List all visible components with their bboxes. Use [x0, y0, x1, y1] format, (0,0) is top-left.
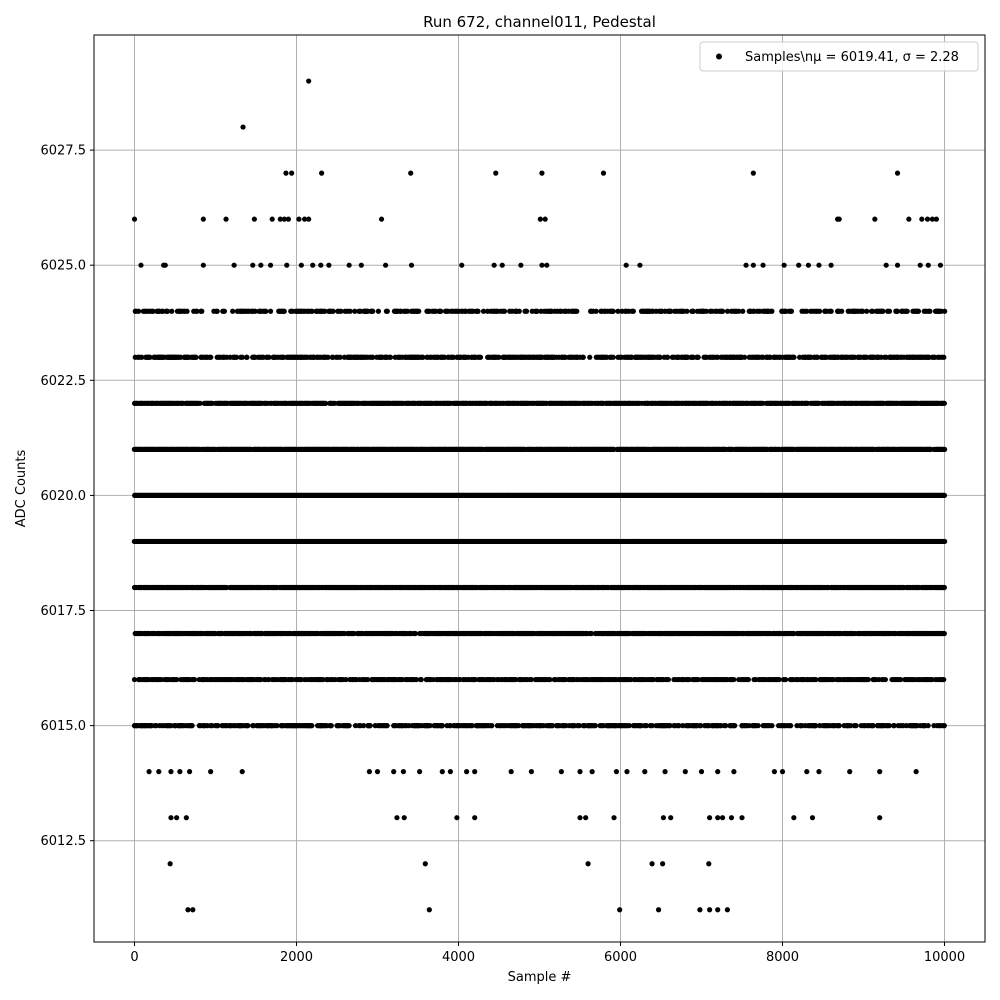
data-point — [244, 354, 250, 360]
data-point — [194, 308, 200, 314]
data-point — [370, 354, 376, 360]
data-point — [880, 308, 886, 314]
data-point — [941, 354, 947, 360]
data-point — [740, 308, 746, 314]
data-point — [630, 308, 636, 314]
data-point — [665, 354, 671, 360]
data-point — [869, 308, 876, 314]
data-point — [252, 308, 258, 314]
data-point — [208, 354, 214, 360]
data-point — [657, 354, 663, 360]
data-point — [927, 308, 933, 314]
data-point — [214, 308, 220, 314]
data-point — [480, 308, 487, 314]
data-point — [387, 354, 394, 360]
data-point — [942, 538, 948, 545]
data-point — [828, 308, 834, 314]
data-point — [580, 354, 586, 360]
data-point — [615, 308, 621, 314]
data-point — [690, 308, 696, 314]
data-point — [338, 308, 344, 314]
data-point — [309, 308, 315, 314]
data-point — [169, 308, 175, 314]
data-point — [610, 354, 616, 360]
data-point — [736, 308, 742, 314]
data-point — [184, 308, 190, 314]
data-point — [534, 308, 540, 314]
data-point — [859, 308, 866, 314]
data-point — [703, 308, 709, 314]
data-point — [147, 354, 153, 360]
data-point — [193, 354, 199, 360]
data-point — [814, 354, 821, 360]
data-point — [438, 308, 444, 314]
data-point — [475, 308, 481, 314]
data-point — [523, 308, 530, 314]
data-point — [724, 308, 731, 314]
data-point — [370, 308, 376, 314]
data-point — [197, 400, 203, 406]
data-point — [574, 308, 580, 314]
data-point — [352, 308, 358, 314]
data-point — [817, 308, 823, 314]
data-point — [942, 308, 948, 314]
data-point — [769, 308, 775, 314]
data-point — [384, 308, 390, 314]
data-point — [593, 308, 599, 314]
data-point — [839, 308, 845, 314]
data-point — [239, 354, 245, 360]
data-point — [199, 308, 205, 314]
data-point — [496, 354, 502, 360]
data-point — [416, 308, 422, 314]
data-point — [230, 308, 236, 314]
data-point — [516, 308, 522, 314]
data-point — [337, 354, 343, 360]
data-point — [941, 400, 947, 406]
data-point — [587, 354, 593, 360]
data-point — [325, 354, 331, 360]
data-point — [281, 308, 287, 314]
data-point — [501, 308, 508, 314]
data-point — [164, 308, 171, 314]
data-point — [347, 308, 353, 314]
data-point — [791, 354, 797, 360]
data-point — [375, 308, 382, 314]
data-point — [741, 354, 748, 360]
data-point — [864, 308, 870, 314]
data-point — [684, 308, 690, 314]
data-point — [135, 308, 142, 314]
data-point — [894, 308, 900, 314]
data-point — [720, 308, 726, 314]
data-point — [330, 308, 336, 314]
data-point — [886, 308, 893, 314]
data-points — [131, 78, 948, 913]
data-point — [139, 354, 145, 360]
data-point — [420, 354, 426, 360]
data-point — [668, 308, 674, 314]
data-point — [941, 492, 948, 499]
data-point — [150, 308, 156, 314]
data-point — [610, 308, 616, 314]
data-point — [221, 308, 227, 314]
data-point — [915, 308, 922, 314]
data-point — [788, 308, 795, 314]
data-point — [263, 308, 269, 314]
data-point — [404, 308, 411, 314]
data-point — [942, 446, 948, 452]
data-point — [267, 308, 274, 314]
data-point — [695, 354, 701, 360]
data-point — [904, 308, 910, 314]
data-point — [322, 308, 328, 314]
data-point — [323, 400, 329, 406]
data-point — [477, 354, 484, 360]
data-point — [266, 354, 272, 360]
data-point — [804, 308, 810, 314]
data-point — [233, 354, 240, 360]
